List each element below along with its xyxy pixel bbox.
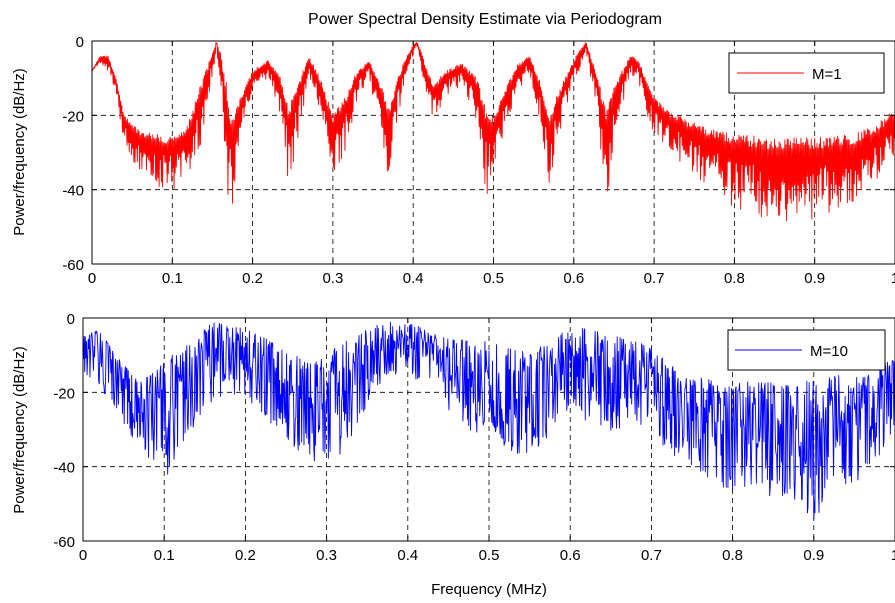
y-tick-label: 0 bbox=[67, 311, 75, 328]
y-tick-label: -20 bbox=[53, 385, 75, 402]
bottom-x-ticks: 0 0.1 0.2 0.3 0.4 0.5 0.6 0.7 0.8 0.9 1 bbox=[79, 318, 895, 564]
top-axes: 0 0.1 0.2 0.3 0.4 0.5 0.6 0.7 0.8 0.9 1 0 -20 -40 -60… bbox=[11, 34, 895, 287]
x-tick-label: 0 bbox=[79, 547, 87, 564]
x-tick-label: 0.5 bbox=[483, 270, 504, 287]
bottom-y-ticks: 0 -20 -40 -60 bbox=[53, 311, 895, 551]
top-y-ticks: 0 -20 -40 -60 bbox=[62, 34, 895, 274]
bottom-legend: M=10 bbox=[727, 329, 886, 371]
bottom-y-axis-label: Power/frequency (dB/Hz) bbox=[11, 346, 28, 514]
chart-title: Power Spectral Density Estimate via Peri… bbox=[308, 11, 662, 28]
x-tick-label: 0.4 bbox=[403, 270, 424, 287]
x-tick-label: 0.2 bbox=[235, 547, 256, 564]
y-tick-label: -40 bbox=[62, 183, 84, 200]
top-series-m1-line bbox=[91, 42, 895, 222]
series-line-m10 bbox=[82, 321, 895, 521]
x-tick-label: 0.8 bbox=[724, 270, 745, 287]
x-tick-label: 0.6 bbox=[563, 270, 584, 287]
y-tick-label: -20 bbox=[62, 108, 84, 125]
x-tick-label: 0 bbox=[88, 270, 96, 287]
x-tick-label: 0.3 bbox=[322, 270, 343, 287]
x-tick-label: 0.9 bbox=[803, 547, 824, 564]
x-tick-label: 0.6 bbox=[560, 547, 581, 564]
top-y-axis-label: Power/frequency (dB/Hz) bbox=[11, 68, 28, 236]
legend-label-m1: M=1 bbox=[812, 66, 842, 83]
y-tick-label: -60 bbox=[62, 257, 84, 274]
x-tick-label: 0.1 bbox=[154, 547, 175, 564]
x-tick-label: 0.1 bbox=[162, 270, 183, 287]
x-tick-label: 0.7 bbox=[644, 270, 665, 287]
bottom-axes: 0 0.1 0.2 0.3 0.4 0.5 0.6 0.7 0.8 0.9 1 0 -20 -40 -60… bbox=[11, 311, 895, 598]
x-tick-label: 1 bbox=[891, 547, 895, 564]
series-line-m1 bbox=[91, 42, 895, 222]
x-tick-label: 0.2 bbox=[242, 270, 263, 287]
x-axis-label: Frequency (MHz) bbox=[431, 581, 547, 598]
y-tick-label: -60 bbox=[53, 534, 75, 551]
x-tick-label: 0.5 bbox=[479, 547, 500, 564]
x-tick-label: 0.4 bbox=[397, 547, 418, 564]
x-tick-label: 0.7 bbox=[641, 547, 662, 564]
bottom-series-m10-line bbox=[82, 321, 895, 521]
x-tick-label: 0.9 bbox=[804, 270, 825, 287]
top-legend: M=1 bbox=[728, 52, 885, 94]
y-tick-label: -40 bbox=[53, 460, 75, 477]
y-tick-label: 0 bbox=[76, 34, 84, 51]
legend-label-m10: M=10 bbox=[810, 343, 848, 360]
x-tick-label: 1 bbox=[891, 270, 895, 287]
x-tick-label: 0.8 bbox=[722, 547, 743, 564]
top-x-ticks: 0 0.1 0.2 0.3 0.4 0.5 0.6 0.7 0.8 0.9 1 bbox=[88, 41, 895, 287]
x-tick-label: 0.3 bbox=[316, 547, 337, 564]
